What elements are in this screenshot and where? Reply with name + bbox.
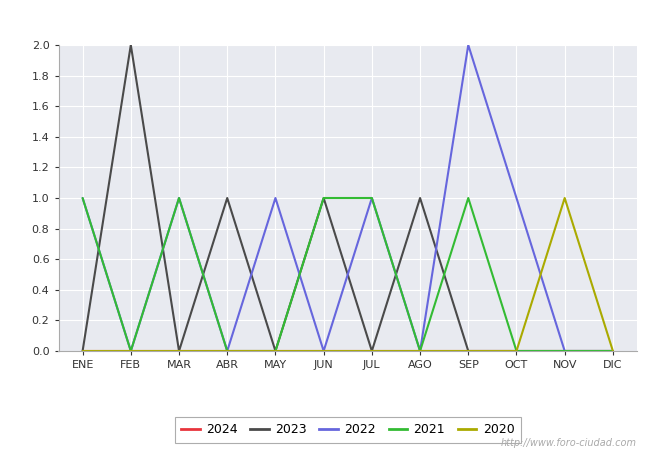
Text: Matriculaciones de Vehiculos en Poza de la Vega: Matriculaciones de Vehiculos en Poza de … (139, 11, 511, 26)
Legend: 2024, 2023, 2022, 2021, 2020: 2024, 2023, 2022, 2021, 2020 (175, 417, 521, 443)
Text: http://www.foro-ciudad.com: http://www.foro-ciudad.com (501, 438, 637, 448)
